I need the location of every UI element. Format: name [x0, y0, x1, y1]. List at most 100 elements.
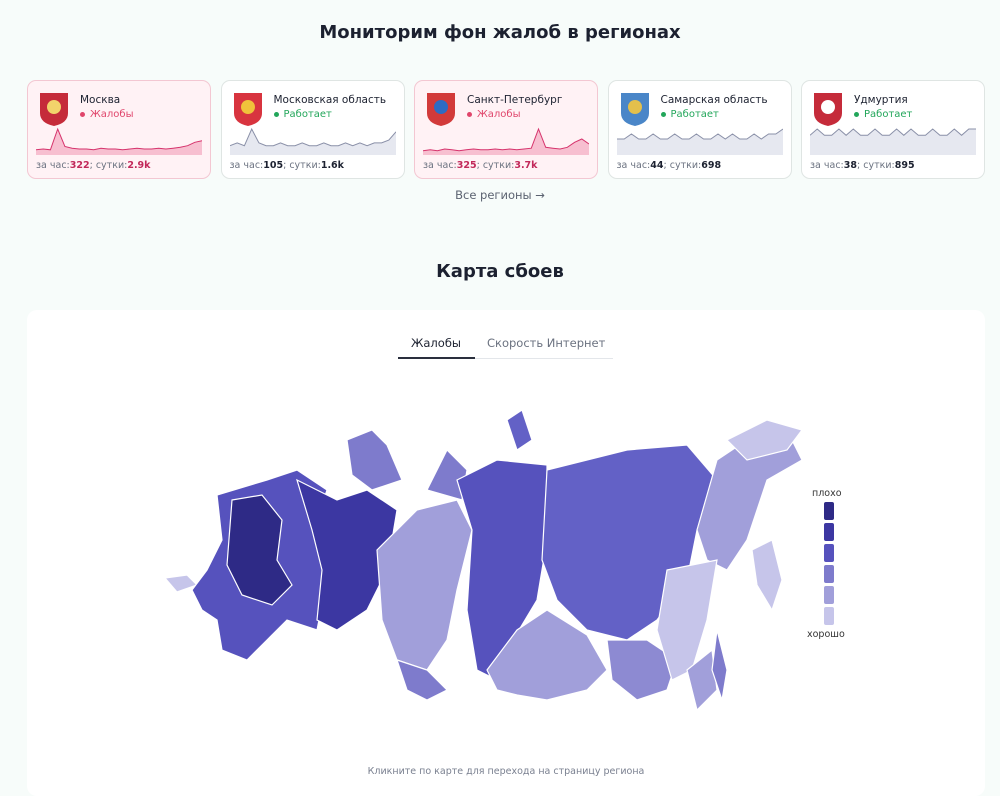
sparkline-area [36, 129, 202, 155]
stat-label: за час: [616, 160, 651, 171]
stat-value: 44 [650, 160, 664, 171]
emblem-figure [47, 100, 61, 114]
map-region[interactable] [226, 494, 293, 606]
region-stats: за час:322; сутки:2.9k [36, 160, 150, 171]
emblem-figure [627, 100, 642, 114]
region-emblem [40, 93, 68, 126]
sparkline-line [36, 127, 202, 151]
region-status: Работает [661, 109, 719, 120]
map-panel: Жалобы Скорость Интернет [27, 310, 985, 796]
stat-label: ; сутки: [89, 160, 128, 171]
stat-label: за час: [423, 160, 457, 171]
legend-swatch [824, 523, 834, 541]
map-region[interactable] [426, 448, 468, 501]
map [163, 409, 804, 712]
page-title: Мониторим фон жалоб в регионах [319, 22, 681, 43]
region-card[interactable]: Удмуртия Работает за час:38; сутки:895 [801, 80, 985, 179]
stat-label: ; сутки: [283, 160, 321, 171]
stat-value: 325 [456, 160, 477, 171]
tab[interactable]: Скорость Интернет [487, 336, 606, 350]
region-name: Московская область [273, 94, 387, 106]
stat-value: 2.9k [127, 160, 151, 171]
stat-label: за час: [810, 160, 844, 171]
region-emblem [233, 93, 262, 126]
sparkline [229, 127, 396, 155]
map-region[interactable] [396, 659, 449, 701]
stat-label: ; сутки: [476, 160, 515, 171]
emblem-figure [821, 100, 835, 114]
region-emblem [427, 93, 455, 126]
stat-value: 38 [843, 160, 857, 171]
sparkline [616, 128, 783, 155]
sparkline [810, 128, 976, 155]
stat-label: за час: [36, 160, 70, 171]
map-region[interactable] [376, 499, 473, 671]
sparkline-area [229, 129, 396, 155]
tab-indicator [398, 357, 475, 359]
region-status: Жалобы [80, 109, 133, 120]
map-region[interactable] [751, 539, 783, 612]
legend-label: плохо [812, 488, 842, 499]
region-card[interactable]: Санкт-Петербург Жалобы за час:325; сутки:3… [414, 80, 598, 179]
region-name: Самарская область [660, 94, 768, 106]
map-title: Карта сбоев [436, 261, 564, 282]
legend-swatch [824, 586, 834, 604]
region-status: Работает [274, 109, 332, 120]
stat-label: за час: [229, 160, 264, 171]
region-card[interactable]: Самарская область Работает за час:44; сутк… [607, 80, 792, 179]
stat-value: 698 [701, 160, 722, 171]
sparkline-line [423, 127, 589, 152]
region-card[interactable]: Московская область Работает за час:105; су… [220, 80, 405, 179]
region-name: Москва [80, 94, 121, 106]
region-status: Работает [854, 109, 912, 120]
stat-value: 3.7k [514, 160, 538, 171]
map-region[interactable] [296, 478, 398, 631]
region-stats: за час:105; сутки:1.6k [230, 160, 344, 171]
map-region[interactable] [606, 639, 678, 701]
sparkline-area [616, 129, 783, 155]
sparkline [36, 127, 202, 155]
map-region[interactable] [486, 609, 608, 701]
sparkline-area [810, 129, 976, 155]
map-region[interactable] [686, 648, 718, 712]
region-emblem [620, 93, 649, 126]
region-name: Санкт-Петербург [467, 94, 563, 106]
legend-swatch [824, 544, 834, 562]
stat-value: 105 [263, 160, 284, 171]
emblem-figure [240, 100, 255, 114]
link-text[interactable]: Все регионы [455, 188, 532, 202]
sparkline-line [616, 128, 783, 140]
sparkline [423, 127, 589, 155]
legend [824, 502, 834, 628]
region-stats: за час:325; сутки:3.7k [423, 160, 537, 171]
legend-swatch [824, 502, 834, 520]
region-name: Удмуртия [854, 94, 908, 106]
stat-value: 895 [894, 160, 915, 171]
sparkline-area [423, 129, 589, 155]
tab-rule [398, 358, 613, 359]
legend-label: хорошо [807, 629, 845, 640]
sparkline-line [810, 128, 976, 136]
emblem-figure [434, 100, 448, 114]
legend-swatch [824, 607, 834, 625]
region-stats: за час:44; сутки:698 [617, 160, 722, 171]
region-card[interactable]: Москва Жалобы за час:322; сутки:2.9k [27, 80, 211, 179]
all-regions-link[interactable]: Все регионы → [0, 188, 1000, 202]
map-region[interactable] [506, 409, 533, 451]
legend-swatch [824, 565, 834, 583]
map-region[interactable] [711, 629, 728, 701]
stat-value: 322 [69, 160, 90, 171]
map-hint: Кликните по карте для перехода на страни… [367, 766, 645, 777]
stat-label: ; сутки: [857, 160, 895, 171]
map-region[interactable] [346, 429, 403, 491]
tab[interactable]: Жалобы [411, 336, 461, 350]
map-region[interactable] [725, 419, 804, 461]
sparkline-line [229, 127, 396, 147]
region-status: Жалобы [467, 109, 520, 120]
region-emblem [814, 93, 842, 126]
stat-value: 1.6k [320, 160, 344, 171]
arrow-icon: → [535, 188, 545, 202]
region-stats: за час:38; сутки:895 [810, 160, 915, 171]
stat-label: ; сутки: [663, 160, 702, 171]
